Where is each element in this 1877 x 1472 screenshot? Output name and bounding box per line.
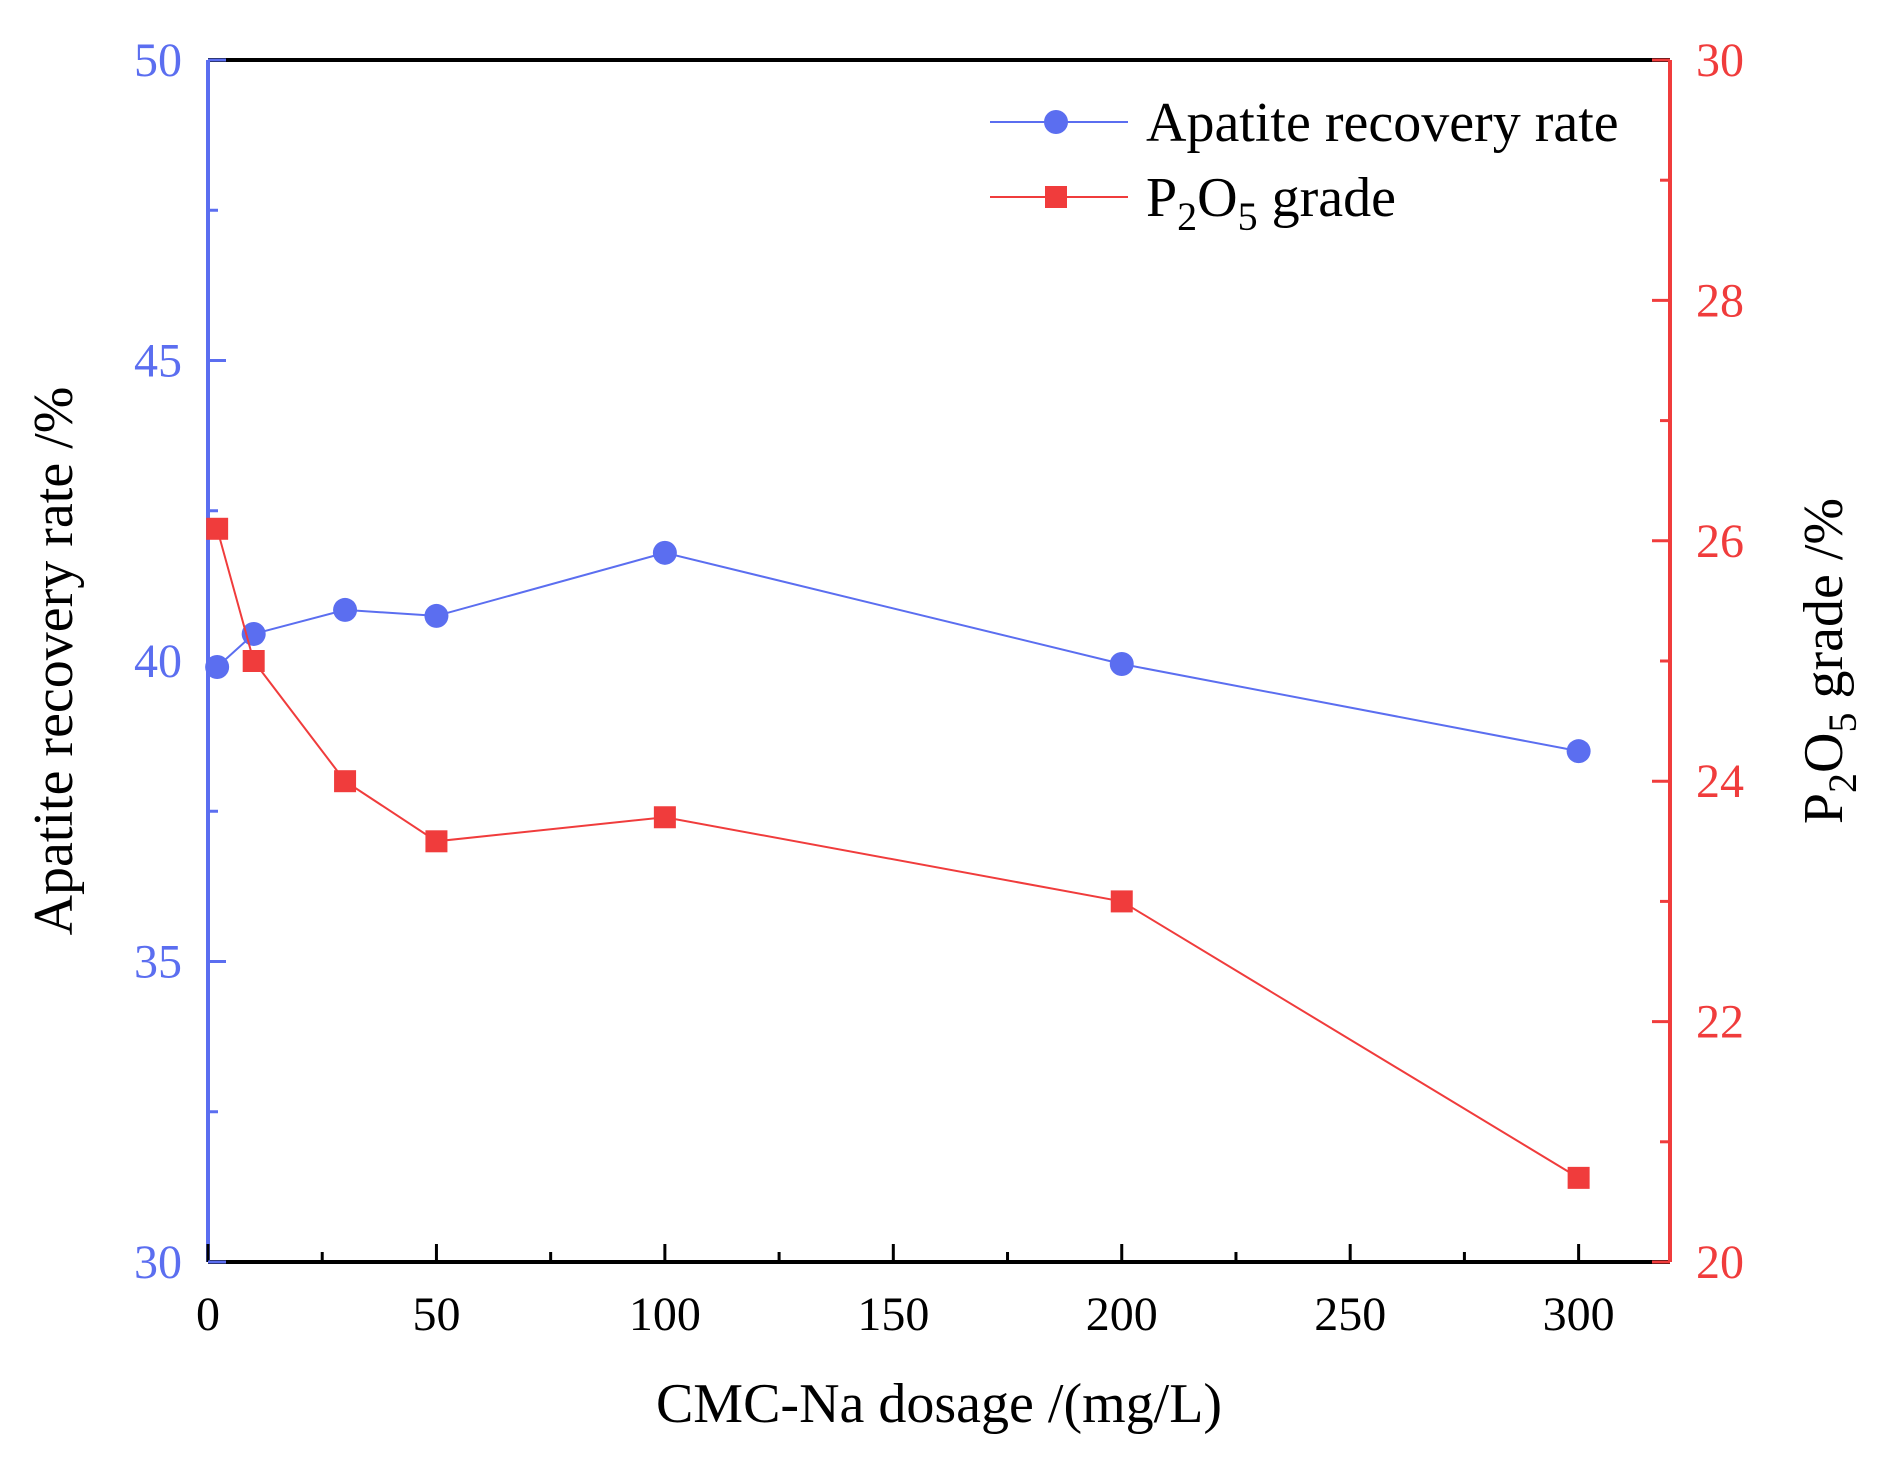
series-apatite-recovery-rate bbox=[205, 540, 1591, 764]
series-layer bbox=[205, 517, 1591, 1189]
axis-labels-layer: CMC-Na dosage /(mg/L) Apatite recovery ra… bbox=[23, 387, 1865, 1435]
right-y-tick-label: 22 bbox=[1696, 996, 1744, 1049]
legend-marker bbox=[1044, 110, 1068, 134]
axes-layer: 0 50 100 150 200 250 300 30 35 40 45 50 20 22 24 26 28 30 bbox=[134, 34, 1744, 1341]
x-tick-label: 250 bbox=[1314, 1288, 1386, 1341]
left-y-tick-label: 50 bbox=[134, 34, 182, 87]
legend-label: P2O5 grade bbox=[1146, 167, 1396, 239]
legend: Apatite recovery rate P2O5 grade bbox=[990, 92, 1619, 239]
legend-item: Apatite recovery rate bbox=[990, 92, 1619, 154]
data-point bbox=[205, 655, 230, 680]
left-y-tick-label: 45 bbox=[134, 335, 182, 388]
legend-label: Apatite recovery rate bbox=[1146, 92, 1619, 154]
data-point bbox=[425, 830, 448, 853]
data-point bbox=[652, 540, 677, 565]
data-point bbox=[1110, 890, 1133, 913]
legend-item: P2O5 grade bbox=[990, 167, 1396, 239]
data-point bbox=[1567, 1166, 1590, 1189]
x-tick-label: 0 bbox=[196, 1288, 220, 1341]
data-point bbox=[334, 770, 357, 793]
right-y-tick-label: 20 bbox=[1696, 1236, 1744, 1289]
x-tick-label: 100 bbox=[629, 1288, 701, 1341]
right-y-tick-label: 28 bbox=[1696, 274, 1744, 327]
data-point bbox=[1109, 652, 1134, 677]
data-point bbox=[333, 597, 358, 622]
series-line bbox=[216, 528, 1580, 1179]
data-point bbox=[653, 806, 676, 829]
data-point bbox=[242, 650, 265, 672]
data-point bbox=[206, 517, 229, 540]
left-y-tick-label: 35 bbox=[134, 936, 182, 989]
x-tick-label: 50 bbox=[412, 1288, 460, 1341]
series-p2o5-grade bbox=[206, 517, 1590, 1189]
right-y-tick-label: 30 bbox=[1696, 34, 1744, 87]
right-y-tick-label: 26 bbox=[1696, 515, 1744, 568]
series-line bbox=[216, 551, 1579, 753]
x-axis-label: CMC-Na dosage /(mg/L) bbox=[656, 1373, 1222, 1435]
x-tick-label: 300 bbox=[1543, 1288, 1615, 1341]
left-y-tick-label: 40 bbox=[134, 635, 182, 688]
data-point bbox=[1566, 739, 1591, 764]
left-y-axis-label: Apatite recovery rate /% bbox=[23, 387, 85, 936]
x-tick-label: 150 bbox=[857, 1288, 929, 1341]
x-tick-label: 200 bbox=[1086, 1288, 1158, 1341]
right-y-tick-label: 24 bbox=[1696, 755, 1744, 808]
legend-marker bbox=[1045, 186, 1067, 208]
left-y-tick-label: 30 bbox=[134, 1236, 182, 1289]
data-point bbox=[424, 603, 449, 628]
right-y-axis-label: P2O5 grade /% bbox=[1793, 498, 1865, 824]
